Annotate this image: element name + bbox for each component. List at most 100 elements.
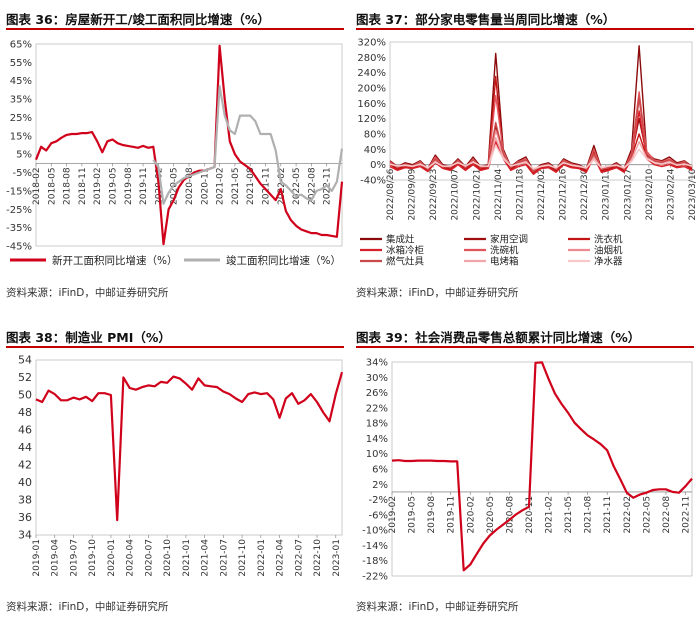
x-tick-label: 2022/12/02: [537, 169, 547, 221]
x-tick-label: 2019-08: [124, 167, 134, 205]
x-tick-label: 2021-08: [246, 167, 256, 205]
plot-frame: [35, 43, 343, 247]
x-tick-label: 2019-02: [93, 167, 103, 205]
source-note: 资料来源：iFinD，中邮证券研究所: [356, 287, 519, 299]
legend-label: 洗衣机: [594, 234, 623, 246]
x-tick-label: 2019-05: [408, 496, 418, 534]
x-tick-label: 2021-10: [238, 539, 248, 577]
chart-title: 图表 39：社会消费品零售总额累计同比增速（%）: [356, 330, 641, 345]
x-tick-label: 2021-11: [262, 167, 272, 205]
x-tick-label: 2020-01: [107, 539, 117, 577]
y-tick-label: 10%: [366, 449, 388, 460]
x-tick-label: 2020-08: [505, 496, 515, 534]
series-line-燃气灶具: [389, 96, 693, 172]
x-tick-label: 2022/11/18: [515, 168, 525, 220]
legend-label: 集成灶: [386, 234, 415, 246]
y-tick-label: 2%: [372, 480, 388, 491]
x-tick-label: 2019-11: [447, 496, 457, 534]
x-tick-label: 2023/03/10: [688, 168, 696, 220]
x-tick-label: 2022-05: [642, 496, 652, 534]
plot-frame: [391, 361, 693, 577]
x-tick-label: 2022-08: [307, 167, 317, 205]
y-tick-label: -18%: [362, 556, 388, 567]
x-tick-label: 2020-04: [126, 539, 136, 577]
x-tick-label: 2020-05: [170, 167, 180, 205]
y-tick-label: 14%: [366, 434, 388, 445]
series-line-冰箱冷柜: [389, 110, 693, 175]
y-tick-label: 0%: [370, 160, 386, 171]
x-tick-label: 2020-02: [466, 496, 476, 534]
x-tick-label: 2022-10: [313, 539, 323, 577]
y-tick-label: 54: [18, 354, 32, 367]
y-tick-label: 15%: [10, 131, 32, 142]
plot-frame: [35, 359, 343, 536]
y-tick-label: 240%: [357, 68, 386, 79]
y-tick-label: 280%: [357, 53, 386, 64]
y-tick-label: 34%: [366, 358, 388, 369]
x-tick-label: 2021-11: [603, 496, 613, 534]
x-tick-label: 2022/12/16: [559, 168, 569, 220]
x-tick-label: 2020-05: [486, 496, 496, 534]
x-tick-label: 2023/01/27: [623, 169, 633, 221]
x-tick-label: 2021-02: [216, 167, 226, 205]
source-note: 资料来源：iFinD，中邮证券研究所: [6, 287, 169, 299]
x-tick-label: 2022-07: [294, 539, 304, 577]
chart-36-svg: 65% 55% 45% 35% 25% 15% 5% -5% -15% -25% -35% -45% 2…: [6, 40, 344, 267]
y-tick-label: 22%: [366, 403, 388, 414]
y-tick-label: -45%: [6, 242, 32, 253]
y-tick-label: 42: [18, 459, 32, 472]
legend-label: 冰箱冷柜: [386, 245, 425, 257]
plot-frame: [389, 41, 693, 181]
legend-label: 家用空调: [490, 234, 528, 246]
y-tick-label: 18%: [366, 419, 388, 430]
x-tick-label: 2022-02: [277, 167, 287, 205]
x-tick-label: 2020-11: [525, 496, 535, 534]
x-tick-label: 2022/10/21: [472, 169, 482, 221]
x-tick-label: 2018-11: [78, 167, 88, 205]
y-tick-label: -15%: [6, 186, 32, 197]
x-tick-label: 2022-01: [257, 539, 267, 577]
x-tick-label: 2019-07: [69, 539, 79, 577]
panel-chart-38: 图表 38：制造业 PMI（%） 54 52 50 48 46 44 42 40 38 36 34 2…: [6, 322, 346, 617]
x-tick-label: 2019-04: [51, 539, 61, 577]
title-rule: [6, 346, 344, 348]
x-tick-label: 2019-08: [427, 496, 437, 534]
y-tick-label: -40%: [360, 176, 386, 187]
legend-label: 燃气灶具: [386, 256, 425, 268]
series-line-集成灶: [389, 45, 693, 172]
legend-label: 净水器: [594, 256, 623, 268]
series-line-竣工面积同比增速（%）: [152, 85, 344, 205]
x-tick-label: 2019-01: [32, 539, 42, 577]
y-tick-label: -22%: [362, 572, 388, 583]
y-tick-label: 40: [18, 476, 32, 489]
x-tick-label: 2022-11: [681, 496, 691, 534]
x-tick-label: 2021-01: [182, 539, 192, 577]
x-tick-label: 2021-07: [219, 539, 229, 577]
x-tick-label: 2021-05: [231, 167, 241, 205]
y-tick-label: 46: [18, 424, 32, 437]
y-tick-label: -14%: [362, 541, 388, 552]
legend-label: 油烟机: [594, 245, 623, 257]
legend-label: 竣工面积同比增速（%）: [226, 254, 341, 267]
x-tick-label: 2020-10: [163, 539, 173, 577]
y-tick-label: -6%: [369, 510, 388, 521]
y-tick-label: 30%: [366, 373, 388, 384]
chart-37-svg: 320%280%240%200%160%120%80%40%0%-40% 2022…: [357, 38, 696, 268]
x-tick-label: 2018-08: [63, 167, 73, 205]
x-tick-label: 2019-10: [88, 539, 98, 577]
y-tick-label: 44: [18, 441, 32, 454]
chart-39-svg: 34% 30% 26% 22% 18% 14% 10% 6% 2% -2% -6% -10% -14% -…: [362, 358, 693, 583]
y-tick-label: -2%: [369, 495, 388, 506]
y-tick-label: 120%: [357, 114, 386, 125]
legend-label: 电烤箱: [490, 256, 519, 268]
x-tick-label: 2018-02: [32, 167, 42, 205]
panel-chart-36: 图表 36：房屋新开工/竣工面积同比增速（%） 65% 55% 45% 35% 25% 1…: [6, 4, 346, 304]
panel-chart-39: 图表 39：社会消费品零售总额累计同比增速（%） 34% 30% 26% 22% 18%…: [356, 322, 696, 617]
source-note: 资料来源：iFinD，中邮证券研究所: [6, 601, 169, 613]
y-tick-label: 160%: [357, 99, 386, 110]
title-rule: [356, 28, 694, 30]
y-tick-label: 26%: [366, 388, 388, 399]
y-tick-label: -35%: [6, 223, 32, 234]
series-line-制造业PMI: [35, 371, 344, 522]
x-tick-label: 2021-02: [545, 496, 555, 534]
